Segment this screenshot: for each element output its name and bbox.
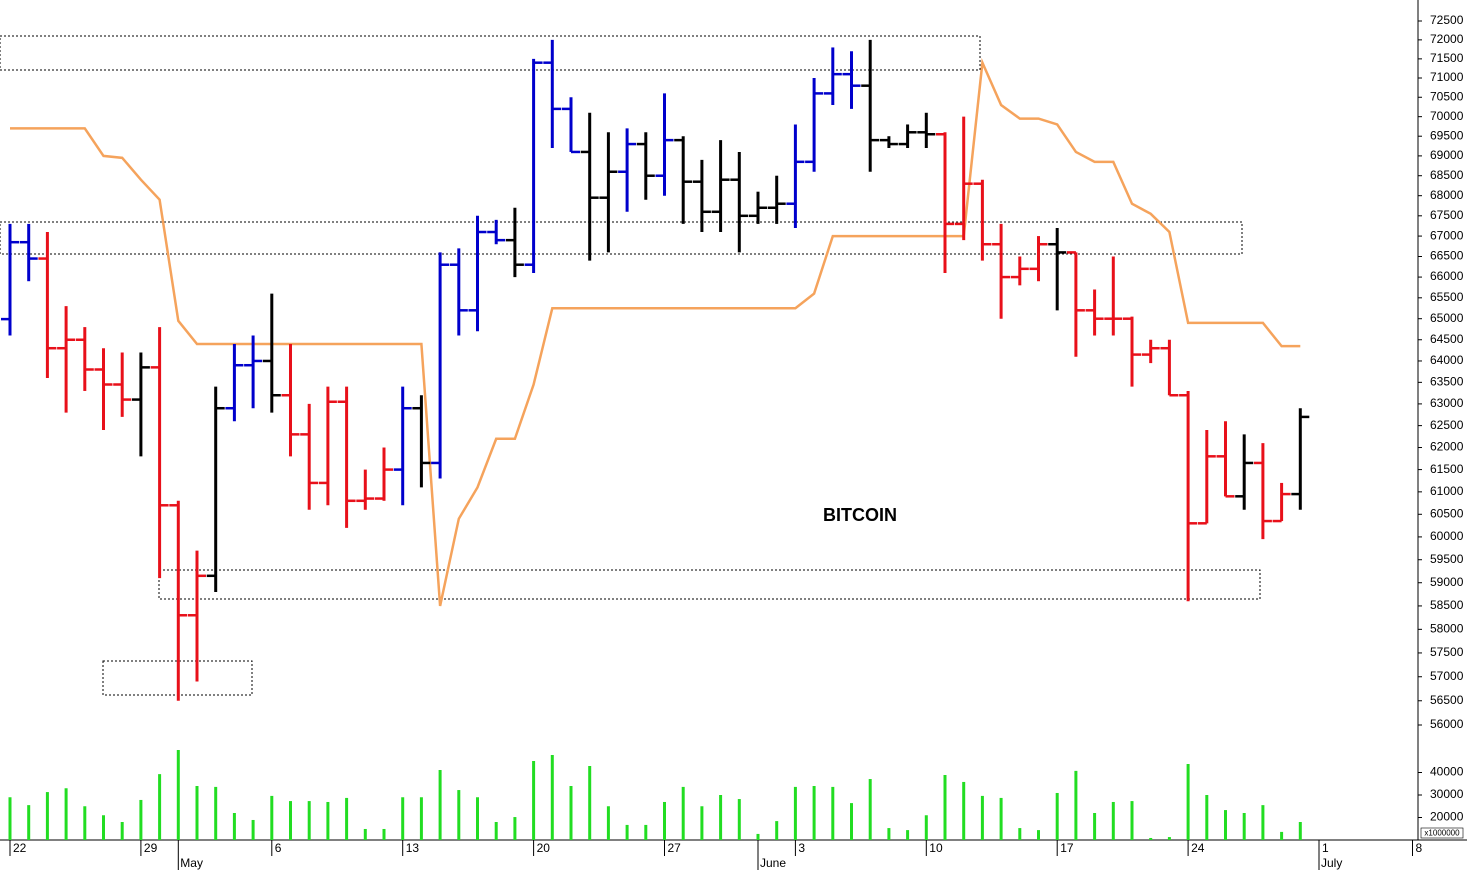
x-tick-label: 3	[798, 841, 805, 855]
y-tick-label: 66000	[1430, 269, 1464, 283]
y-tick-label: 67000	[1430, 228, 1464, 242]
y-tick-label: 58000	[1430, 622, 1464, 636]
volume-tick-label: 40000	[1430, 765, 1464, 779]
month-label: May	[180, 856, 203, 870]
y-tick-label: 57000	[1430, 669, 1464, 683]
y-tick-label: 71000	[1430, 70, 1464, 84]
x-tick-label: 27	[668, 841, 682, 855]
y-tick-label: 59500	[1430, 552, 1464, 566]
x-tick-label: 13	[406, 841, 420, 855]
y-tick-label: 69500	[1430, 128, 1464, 142]
y-tick-label: 68000	[1430, 188, 1464, 202]
x-tick-label: 29	[144, 841, 158, 855]
x-tick-label: 20	[537, 841, 551, 855]
y-tick-label: 65500	[1430, 290, 1464, 304]
range-box	[0, 221, 1243, 255]
month-label: July	[1321, 856, 1342, 870]
volume-tick-label: 30000	[1430, 787, 1464, 801]
y-tick-label: 58500	[1430, 598, 1464, 612]
volume-unit-label: x1000000	[1424, 829, 1460, 838]
y-tick-label: 71500	[1430, 51, 1464, 65]
range-box	[0, 35, 981, 71]
x-tick-label: 8	[1416, 841, 1423, 855]
x-tick-label: 1	[1322, 841, 1329, 855]
y-tick-label: 68500	[1430, 168, 1464, 182]
x-tick-label: 22	[13, 841, 27, 855]
x-tick-label: 24	[1191, 841, 1205, 855]
x-tick-label: 6	[275, 841, 282, 855]
y-tick-label: 59000	[1430, 575, 1464, 589]
y-tick-label: 70500	[1430, 89, 1464, 103]
month-label: June	[760, 856, 786, 870]
y-tick-label: 67500	[1430, 208, 1464, 222]
y-tick-label: 62000	[1430, 440, 1464, 454]
y-tick-label: 69000	[1430, 148, 1464, 162]
unit-box	[1420, 827, 1464, 839]
y-tick-label: 65000	[1430, 311, 1464, 325]
y-tick-label: 72000	[1430, 32, 1464, 46]
y-tick-label: 56000	[1430, 717, 1464, 731]
chart-title: BITCOIN	[823, 505, 897, 525]
y-tick-label: 61000	[1430, 484, 1464, 498]
y-tick-label: 57500	[1430, 645, 1464, 659]
y-tick-label: 70000	[1430, 109, 1464, 123]
y-tick-label: 61500	[1430, 462, 1464, 476]
y-tick-label: 60500	[1430, 506, 1464, 520]
overlay-line	[10, 57, 1301, 607]
y-tick-label: 60000	[1430, 529, 1464, 543]
y-tick-label: 66500	[1430, 249, 1464, 263]
y-tick-label: 64000	[1430, 353, 1464, 367]
y-tick-label: 63000	[1430, 396, 1464, 410]
y-tick-label: 64500	[1430, 332, 1464, 346]
range-box	[158, 569, 1261, 600]
y-tick-label: 63500	[1430, 375, 1464, 389]
y-tick-label: 72500	[1430, 13, 1464, 27]
y-tick-label: 62500	[1430, 418, 1464, 432]
x-tick-label: 17	[1060, 841, 1074, 855]
volume-tick-label: 20000	[1430, 810, 1464, 824]
y-tick-label: 56500	[1430, 693, 1464, 707]
x-tick-label: 10	[929, 841, 943, 855]
